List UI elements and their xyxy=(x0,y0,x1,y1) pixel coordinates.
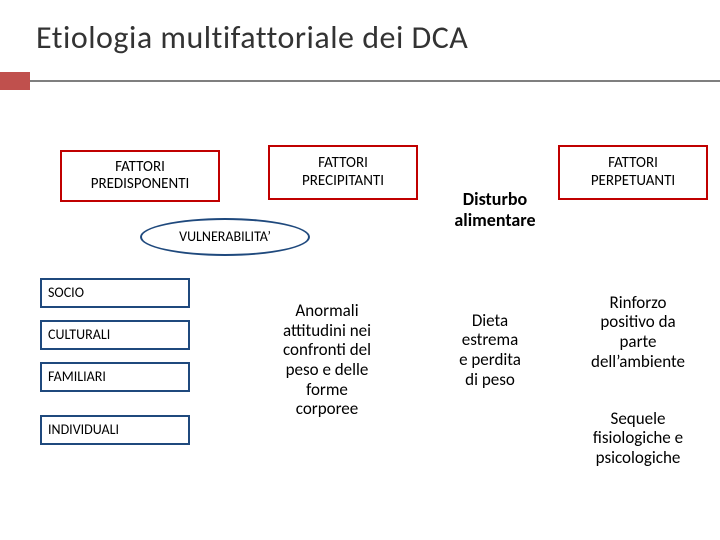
box-individuali: INDIVIDUALI xyxy=(40,415,190,445)
box-familiari: FAMILIARI xyxy=(40,362,190,392)
box-vulnerabilita: VULNERABILITA’ xyxy=(140,218,310,256)
box-socio: SOCIO xyxy=(40,278,190,308)
box-dieta: Dietaestremae perditadi peso xyxy=(440,295,540,405)
accent-bar xyxy=(0,72,30,90)
box-perpetuanti: FATTORIPERPETUANTI xyxy=(558,145,708,200)
box-disturbo: Disturboalimentare xyxy=(440,180,550,240)
box-predisponenti: FATTORIPREDISPONENTI xyxy=(60,150,220,202)
diagram-stage: Etiologia multifattoriale dei DCA FATTOR… xyxy=(0,0,720,540)
page-title: Etiologia multifattoriale dei DCA xyxy=(36,18,468,57)
box-sequele: Sequelefisiologiche epsicologiche xyxy=(568,400,708,476)
box-anormali: Anormaliattitudini neiconfronti delpeso … xyxy=(252,280,402,440)
box-precipitanti: FATTORIPRECIPITANTI xyxy=(268,145,418,200)
box-culturali: CULTURALI xyxy=(40,320,190,350)
box-rinforzo: Rinforzopositivo dapartedell’ambiente xyxy=(568,282,708,382)
divider xyxy=(30,80,720,82)
